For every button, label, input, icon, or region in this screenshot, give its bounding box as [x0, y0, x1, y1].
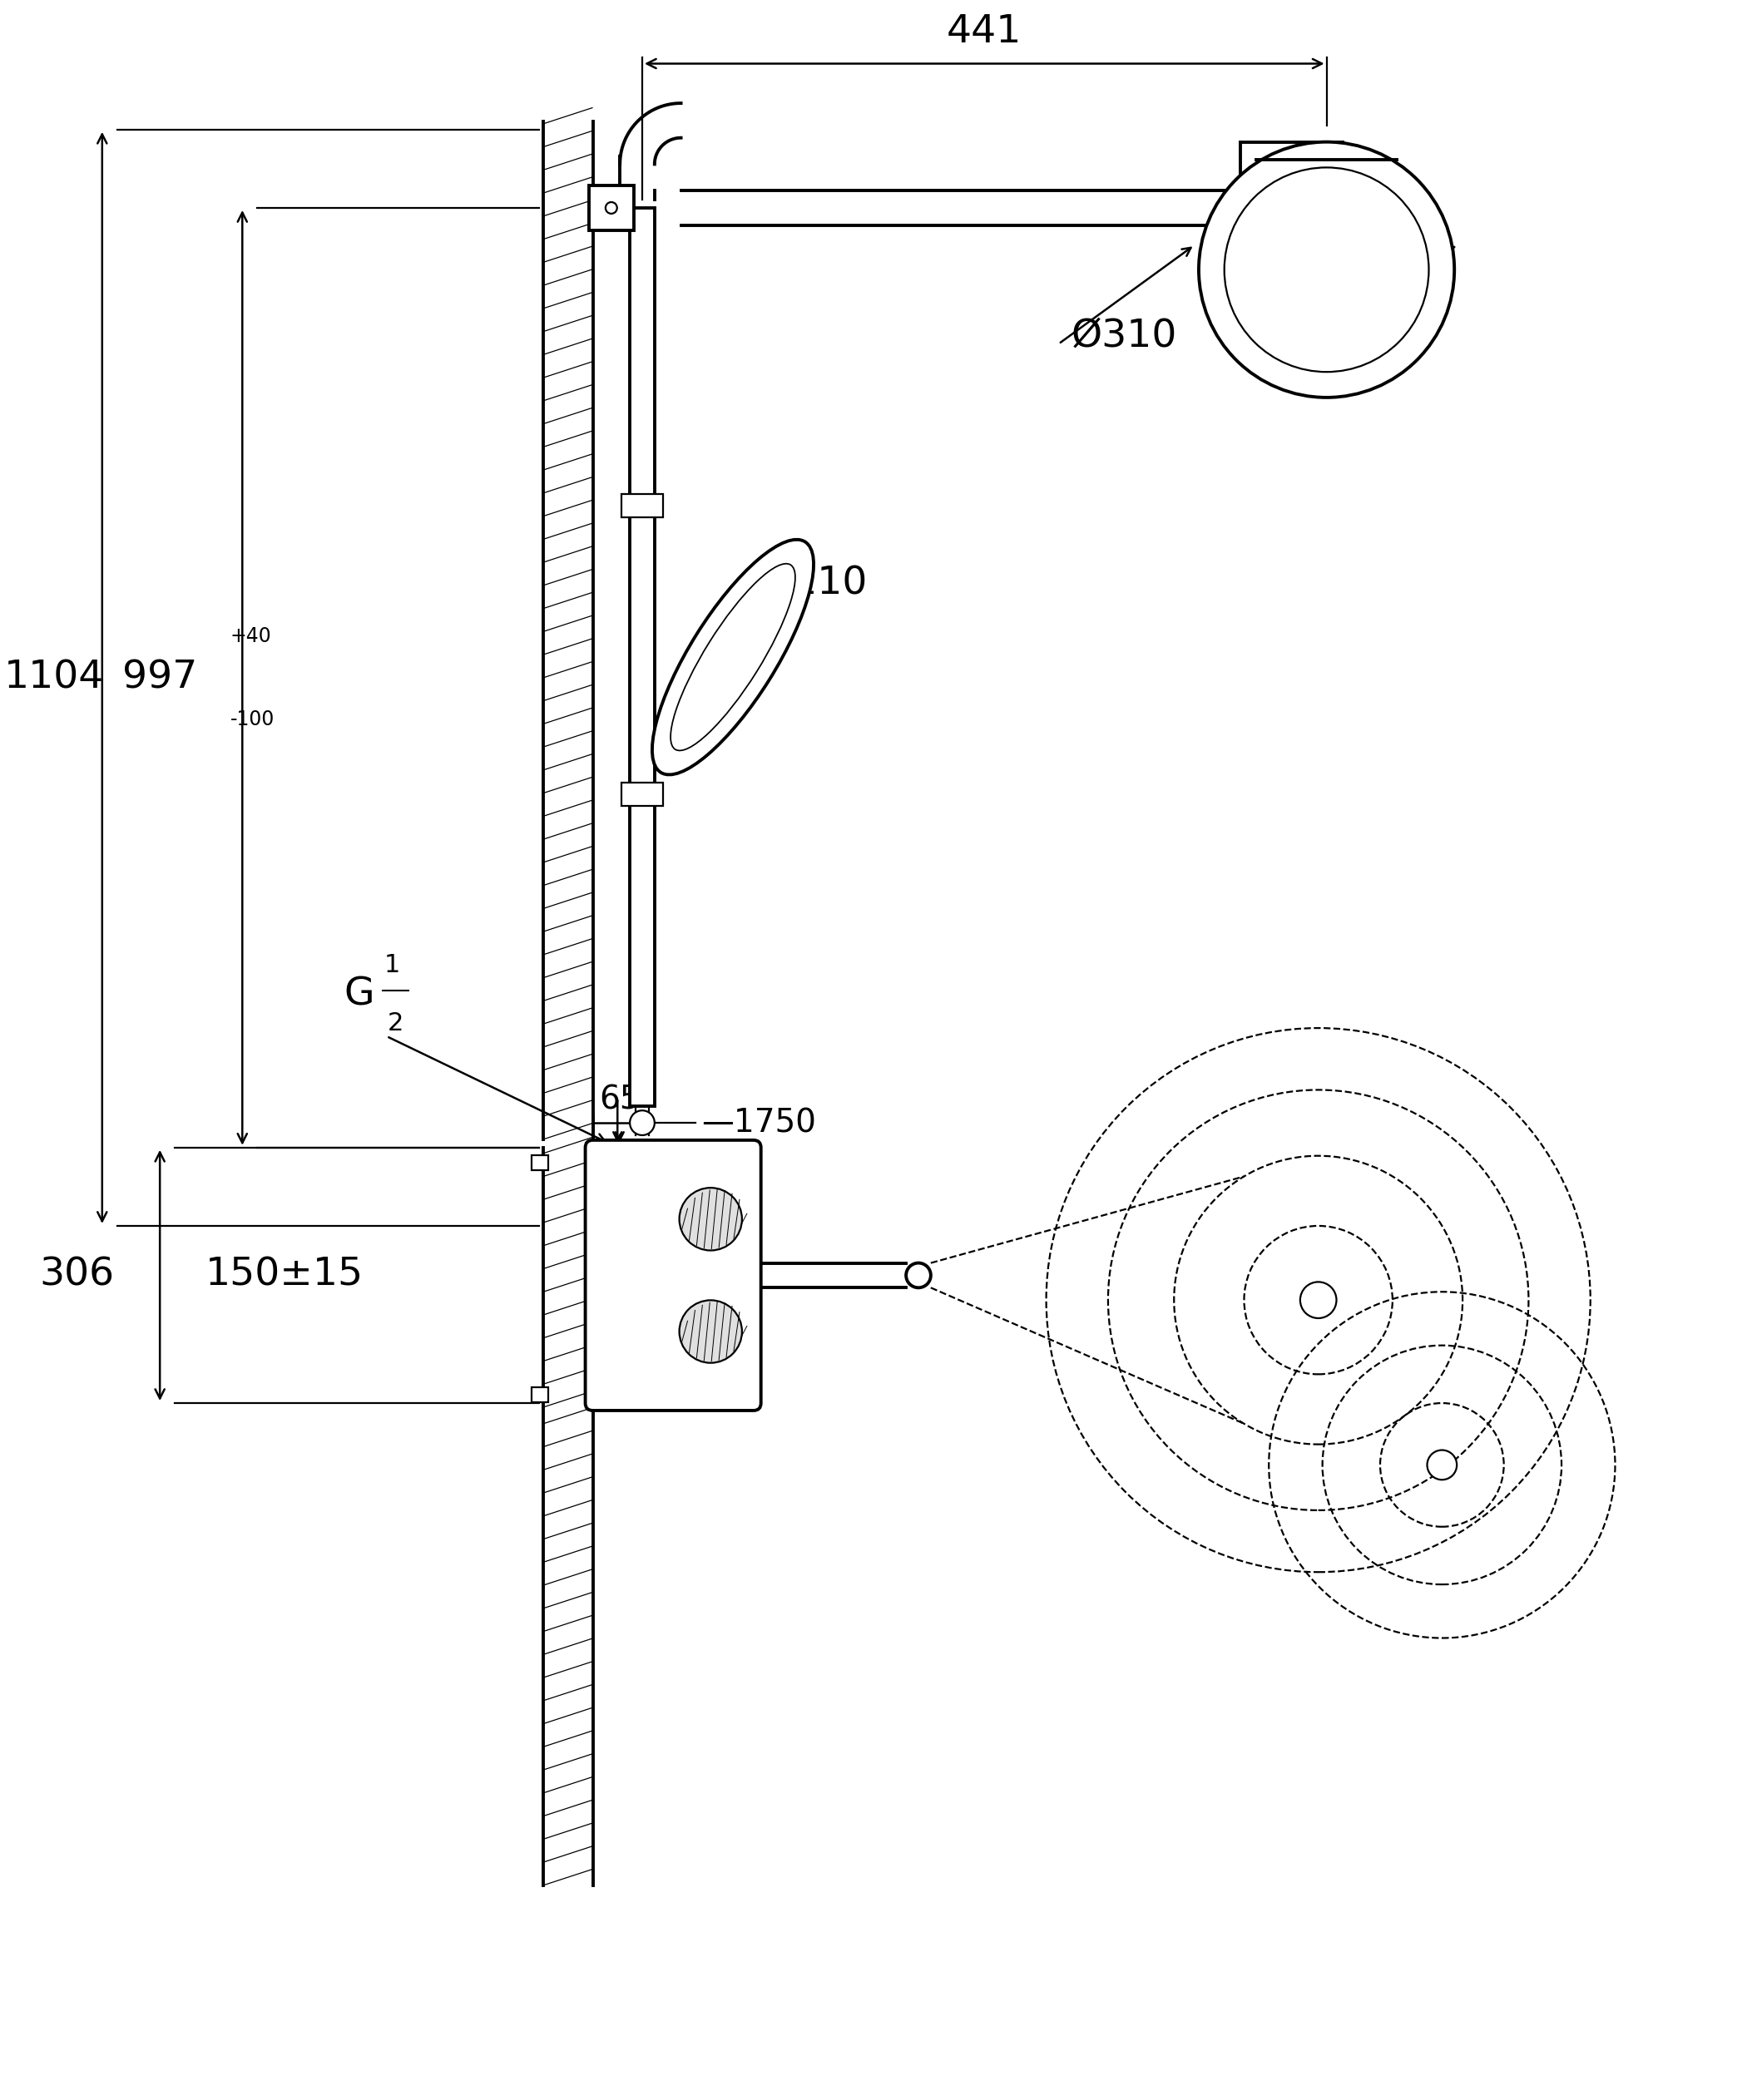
Bar — [589, 185, 634, 231]
Text: 997: 997 — [123, 659, 196, 697]
Circle shape — [1428, 1451, 1458, 1480]
Text: 2: 2 — [387, 1012, 403, 1035]
Bar — [531, 1155, 548, 1170]
Text: 150: 150 — [608, 1163, 683, 1201]
Circle shape — [906, 1262, 930, 1287]
FancyBboxPatch shape — [585, 1140, 760, 1411]
Text: Ø110: Ø110 — [762, 565, 867, 601]
Text: 1104: 1104 — [4, 659, 105, 697]
Bar — [622, 494, 662, 517]
Text: G: G — [343, 976, 375, 1014]
Text: -100: -100 — [230, 710, 275, 729]
Text: Ø310: Ø310 — [1070, 317, 1177, 355]
Circle shape — [629, 1111, 655, 1136]
Circle shape — [1300, 1281, 1337, 1319]
Text: 150±15: 150±15 — [205, 1256, 363, 1294]
Circle shape — [1198, 143, 1454, 397]
Circle shape — [680, 1189, 743, 1250]
Text: 441: 441 — [946, 13, 1021, 50]
Text: 306: 306 — [40, 1256, 114, 1294]
Bar — [622, 783, 662, 806]
Ellipse shape — [652, 540, 813, 775]
Text: +40: +40 — [230, 626, 272, 647]
Bar — [1240, 143, 1344, 176]
Bar — [629, 208, 655, 1107]
Text: —1750: —1750 — [701, 1107, 816, 1138]
Text: 65: 65 — [599, 1084, 639, 1115]
Bar — [531, 1388, 548, 1403]
Text: 1: 1 — [384, 953, 399, 977]
Circle shape — [680, 1300, 743, 1363]
